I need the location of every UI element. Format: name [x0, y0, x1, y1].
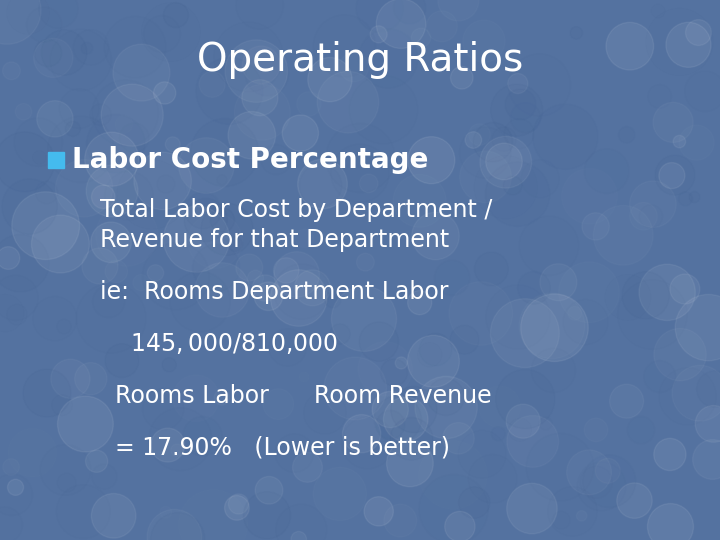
Circle shape [617, 483, 652, 518]
Circle shape [271, 270, 327, 326]
Circle shape [91, 222, 131, 262]
Circle shape [387, 440, 433, 487]
Circle shape [420, 333, 452, 366]
Circle shape [282, 115, 318, 151]
Circle shape [134, 152, 192, 210]
Circle shape [495, 369, 555, 429]
Circle shape [696, 406, 720, 442]
Circle shape [150, 512, 205, 540]
Circle shape [685, 19, 711, 45]
Circle shape [37, 100, 73, 137]
Circle shape [162, 357, 176, 372]
Circle shape [451, 66, 473, 89]
Circle shape [243, 492, 291, 539]
Circle shape [474, 252, 508, 286]
Circle shape [85, 132, 139, 186]
Circle shape [225, 496, 249, 520]
Circle shape [507, 483, 557, 534]
Circle shape [521, 294, 588, 361]
Circle shape [654, 438, 686, 470]
Circle shape [505, 89, 536, 120]
Circle shape [23, 369, 71, 417]
Circle shape [390, 417, 433, 460]
Circle shape [395, 357, 408, 369]
Circle shape [459, 487, 490, 518]
Circle shape [570, 26, 582, 39]
Circle shape [622, 272, 670, 319]
Text: ie:  Rooms Department Labor: ie: Rooms Department Labor [100, 280, 449, 304]
Circle shape [370, 26, 387, 43]
Circle shape [486, 143, 522, 180]
Circle shape [91, 185, 115, 208]
Circle shape [163, 3, 189, 28]
Circle shape [0, 132, 55, 192]
Circle shape [42, 30, 87, 75]
Circle shape [655, 155, 695, 195]
Circle shape [670, 274, 700, 304]
Circle shape [12, 192, 79, 260]
Text: Operating Ratios: Operating Ratios [197, 41, 523, 79]
Circle shape [32, 215, 89, 273]
Circle shape [377, 0, 426, 49]
Circle shape [391, 387, 437, 433]
Circle shape [201, 203, 253, 255]
Circle shape [408, 335, 459, 387]
Circle shape [242, 80, 278, 116]
Circle shape [101, 84, 163, 146]
Text: $ 145,000      /    $810,000: $ 145,000 / $810,000 [100, 332, 338, 356]
Circle shape [666, 22, 711, 68]
Circle shape [381, 359, 408, 386]
Circle shape [163, 206, 230, 272]
Circle shape [7, 480, 24, 495]
Circle shape [506, 404, 540, 438]
Circle shape [364, 497, 393, 526]
Text: = 17.90%   (Lower is better): = 17.90% (Lower is better) [100, 436, 450, 460]
Circle shape [86, 450, 108, 472]
Circle shape [297, 159, 347, 209]
Circle shape [384, 397, 428, 442]
Circle shape [91, 494, 136, 538]
Circle shape [372, 392, 408, 428]
FancyBboxPatch shape [48, 152, 64, 168]
Circle shape [254, 282, 283, 310]
Circle shape [184, 198, 228, 241]
Circle shape [659, 163, 685, 188]
Circle shape [689, 192, 700, 202]
Circle shape [210, 208, 235, 232]
Circle shape [473, 123, 513, 162]
Circle shape [408, 137, 455, 184]
Circle shape [639, 264, 696, 321]
Circle shape [343, 415, 381, 453]
Circle shape [675, 294, 720, 361]
Circle shape [606, 22, 654, 70]
Circle shape [503, 176, 522, 195]
Circle shape [151, 428, 185, 462]
Circle shape [450, 325, 479, 354]
Text: Labor Cost Percentage: Labor Cost Percentage [72, 146, 428, 174]
Circle shape [58, 396, 113, 452]
Circle shape [105, 344, 139, 377]
Circle shape [673, 136, 685, 148]
Circle shape [445, 511, 475, 540]
Circle shape [255, 476, 283, 504]
Circle shape [491, 84, 543, 136]
Text: Revenue for that Department: Revenue for that Department [100, 228, 449, 252]
Circle shape [0, 234, 49, 292]
Circle shape [647, 503, 693, 540]
Text: Total Labor Cost by Department /: Total Labor Cost by Department / [100, 198, 492, 222]
Circle shape [359, 322, 399, 361]
Circle shape [228, 111, 276, 159]
Circle shape [408, 291, 432, 315]
Circle shape [66, 122, 81, 137]
Circle shape [153, 82, 176, 104]
Circle shape [35, 39, 62, 66]
Circle shape [86, 165, 138, 217]
Circle shape [330, 324, 350, 344]
Circle shape [428, 379, 464, 415]
Circle shape [465, 132, 482, 148]
Text: Rooms Labor      Room Revenue: Rooms Labor Room Revenue [100, 384, 492, 408]
Circle shape [0, 247, 19, 269]
Circle shape [307, 57, 352, 102]
